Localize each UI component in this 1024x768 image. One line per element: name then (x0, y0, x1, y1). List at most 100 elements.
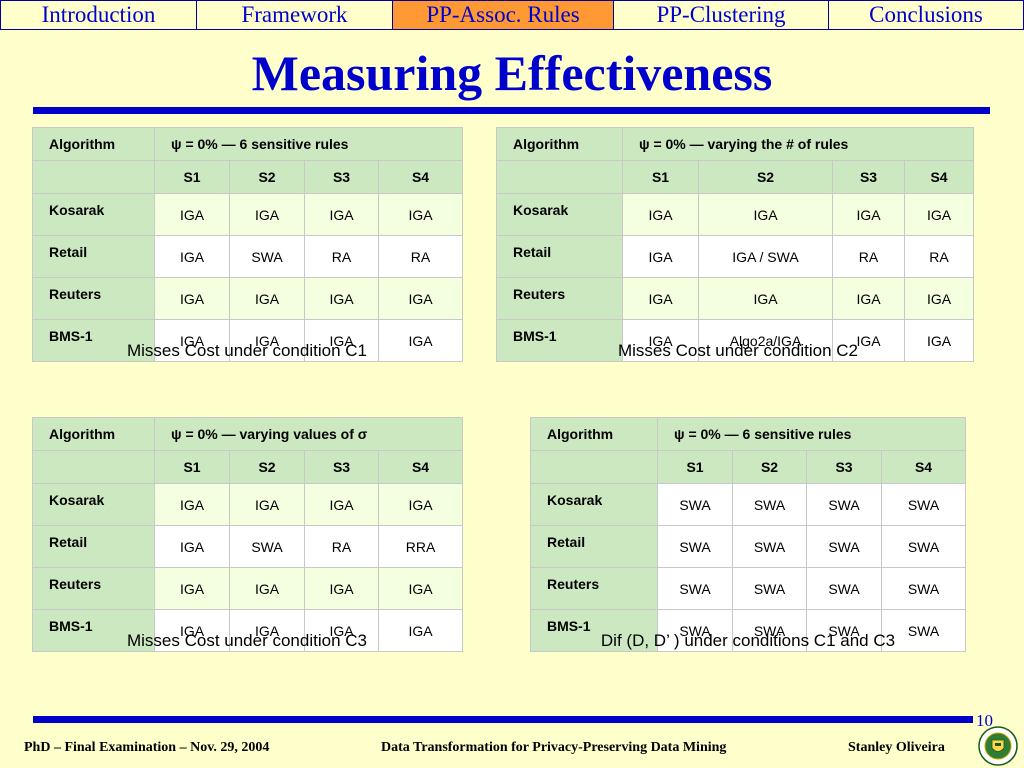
table-cell: IGA (377, 277, 464, 320)
table-row: Retail IGA SWA RA RRA (32, 525, 463, 568)
table-cell: IGA (903, 319, 975, 362)
results-table-dif: Algorithm ψ = 0% — 6 sensitive rules S1 … (530, 417, 967, 652)
table-cell: SWA (732, 483, 807, 526)
results-table-c3: Algorithm ψ = 0% — varying values of σ S… (32, 417, 463, 652)
table-caption-c1: Misses Cost under condition C1 (126, 341, 367, 360)
table-row: BMS-1 IGA Algo2a/IGA IGA IGA (496, 319, 975, 362)
table-cell: IGA (903, 193, 975, 236)
table-cell: IGA (229, 193, 305, 236)
row-label: BMS-1 (496, 319, 623, 362)
row-label: Reuters (32, 277, 155, 320)
table-cell: IGA (832, 277, 905, 320)
footer-right: Stanley Oliveira (848, 740, 945, 755)
column-header: S3 (304, 160, 379, 194)
tab-introduction[interactable]: Introduction (0, 0, 197, 30)
tab-conclusions[interactable]: Conclusions (829, 0, 1024, 30)
table-cell: RA (832, 235, 905, 278)
results-table-c1: Algorithm ψ = 0% — 6 sensitive rules S1 … (32, 127, 464, 362)
table-row: Retail SWA SWA SWA SWA (530, 525, 967, 568)
table-cell: IGA (154, 483, 230, 526)
table-header-empty (32, 160, 155, 194)
table-cell: IGA (903, 277, 975, 320)
table-caption-dif: Dif (D, D’ ) under conditions C1 and C3 (600, 631, 896, 650)
row-label: Reuters (32, 567, 155, 610)
table-cell: SWA (732, 609, 807, 652)
table-header-algorithm: Algorithm (496, 127, 623, 161)
table-row: Retail IGA SWA RA RA (32, 235, 464, 278)
row-label: BMS-1 (32, 609, 155, 652)
table-cell: IGA (154, 609, 230, 652)
row-label: Kosarak (32, 193, 155, 236)
table-cell: IGA / SWA (698, 235, 833, 278)
table-cell: IGA (832, 193, 905, 236)
table-cell: SWA (229, 525, 305, 568)
table-cell: RRA (378, 525, 463, 568)
column-header: S3 (806, 450, 882, 484)
column-header: S2 (732, 450, 807, 484)
table-cell: IGA (154, 235, 230, 278)
table-cell: IGA (304, 483, 379, 526)
table-cell: SWA (806, 609, 882, 652)
tab-pp-clustering[interactable]: PP-Clustering (614, 0, 829, 30)
column-header: S1 (622, 160, 699, 194)
table-cell: IGA (622, 235, 699, 278)
slide-title: Measuring Effectiveness (251, 45, 773, 101)
table-caption-c2: Misses Cost under condition C2 (617, 341, 858, 360)
table-header-algorithm: Algorithm (32, 127, 155, 161)
table-cell: IGA (378, 567, 463, 610)
table-row: BMS-1 SWA SWA SWA SWA (530, 609, 967, 652)
column-header: S3 (832, 160, 905, 194)
table-cell: IGA (229, 567, 305, 610)
table-row: Reuters IGA IGA IGA IGA (496, 277, 975, 320)
row-label: Kosarak (32, 483, 155, 526)
row-label: Kosarak (530, 483, 658, 526)
column-header: S4 (903, 160, 975, 194)
table-cell: IGA (229, 483, 305, 526)
tab-pp-assoc-rules[interactable]: PP-Assoc. Rules (393, 0, 614, 30)
table-cell: IGA (154, 193, 230, 236)
table-cell: IGA (622, 193, 699, 236)
table-cell: SWA (880, 609, 967, 652)
table-cell: IGA (377, 319, 464, 362)
table-cell: IGA (229, 609, 305, 652)
university-seal-icon (978, 726, 1018, 766)
table-cell: Algo2a/IGA (698, 319, 833, 362)
column-header: S4 (377, 160, 464, 194)
footer-center: Data Transformation for Privacy-Preservi… (381, 740, 727, 755)
table-cell: SWA (732, 567, 807, 610)
table-cell: SWA (806, 567, 882, 610)
row-label: Retail (530, 525, 658, 568)
table-header-condition: ψ = 0% — 6 sensitive rules (153, 127, 464, 161)
column-header: S4 (880, 450, 967, 484)
table-cell: IGA (622, 319, 699, 362)
table-cell: IGA (378, 609, 463, 652)
column-header: S2 (229, 450, 305, 484)
table-header-condition: ψ = 0% — varying the # of rules (621, 127, 975, 161)
table-cell: IGA (304, 193, 379, 236)
table-cell: SWA (806, 525, 882, 568)
table-header-empty (530, 450, 658, 484)
table-cell: IGA (154, 567, 230, 610)
table-cell: SWA (657, 483, 733, 526)
table-cell: SWA (880, 567, 967, 610)
table-row: BMS-1 IGA IGA IGA IGA (32, 609, 463, 652)
table-cell: RA (304, 525, 379, 568)
table-header-empty (496, 160, 623, 194)
section-nav: Introduction Framework PP-Assoc. Rules P… (0, 0, 1024, 30)
table-cell: IGA (154, 525, 230, 568)
page-number: 10 (976, 711, 993, 730)
footer-divider (33, 716, 973, 723)
tab-framework[interactable]: Framework (197, 0, 393, 30)
table-header-condition: ψ = 0% — 6 sensitive rules (656, 417, 967, 451)
table-cell: IGA (698, 193, 833, 236)
row-label: Retail (32, 235, 155, 278)
table-cell: IGA (622, 277, 699, 320)
table-row: Kosarak IGA IGA IGA IGA (32, 193, 464, 236)
column-header: S1 (154, 450, 230, 484)
table-cell: IGA (304, 277, 379, 320)
table-cell: SWA (657, 609, 733, 652)
column-header: S2 (698, 160, 833, 194)
table-header-condition: ψ = 0% — varying values of σ (154, 417, 463, 451)
table-cell: IGA (229, 319, 305, 362)
table-row: Kosarak IGA IGA IGA IGA (32, 483, 463, 526)
